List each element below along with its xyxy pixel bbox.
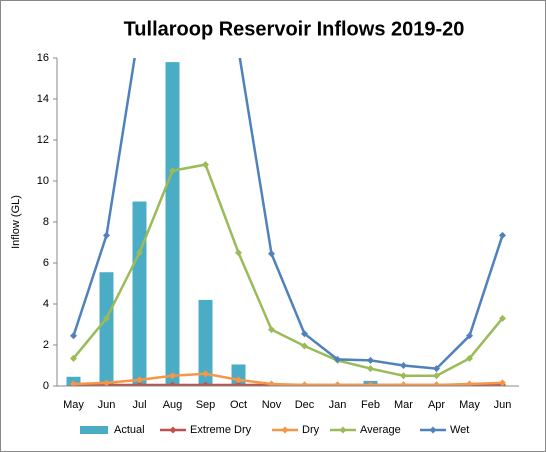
marker	[136, 376, 143, 384]
marker	[433, 365, 440, 373]
marker	[268, 250, 275, 258]
x-tick-label: Jun	[98, 399, 116, 411]
marker	[301, 342, 308, 350]
marker	[202, 370, 209, 378]
legend-marker	[281, 426, 289, 434]
y-tick-label: 8	[43, 216, 49, 228]
marker	[103, 379, 110, 386]
marker	[202, 381, 209, 386]
x-tick-label: Jan	[329, 399, 347, 411]
y-tick-label: 4	[43, 298, 49, 310]
series-line	[72, 58, 504, 370]
y-tick-label: 12	[37, 134, 49, 146]
x-tick-label: Mar	[394, 399, 413, 411]
marker	[301, 381, 308, 386]
y-tick-label: 2	[43, 339, 49, 351]
marker	[136, 381, 143, 386]
marker	[367, 381, 374, 386]
x-tick-label: May	[63, 399, 84, 411]
marker	[400, 362, 407, 369]
marker	[268, 326, 275, 334]
marker	[103, 314, 110, 322]
x-tick-label: Nov	[262, 399, 282, 411]
marker	[466, 354, 473, 362]
y-tick-label: 14	[37, 93, 49, 105]
marker	[499, 231, 506, 239]
x-tick-label: Oct	[230, 399, 247, 411]
bar	[198, 299, 213, 386]
x-tick-label: Aug	[163, 399, 183, 411]
marker	[334, 381, 341, 386]
legend-label: Extreme Dry	[190, 424, 252, 436]
legend-swatch	[80, 426, 108, 434]
plot-area	[66, 58, 506, 386]
marker	[70, 354, 77, 362]
marker	[466, 332, 473, 340]
x-tick-label: Jul	[132, 399, 146, 411]
marker	[169, 167, 176, 175]
marker	[499, 379, 506, 386]
x-tick-label: Feb	[361, 399, 380, 411]
bar	[132, 201, 147, 386]
marker	[136, 249, 143, 257]
x-tick-label: Dec	[295, 399, 315, 411]
marker	[169, 381, 176, 386]
bar	[99, 272, 114, 386]
marker	[433, 381, 440, 386]
marker	[235, 381, 242, 386]
y-tick-label: 10	[37, 175, 49, 187]
marker	[499, 314, 506, 322]
marker	[400, 372, 407, 380]
marker	[103, 231, 110, 239]
legend-label: Dry	[302, 424, 320, 436]
y-tick-label: 6	[43, 257, 49, 269]
legend-marker	[429, 426, 437, 434]
marker	[301, 330, 308, 338]
marker	[400, 381, 407, 386]
marker	[466, 380, 473, 386]
legend-marker	[339, 426, 347, 434]
legend-label: Actual	[114, 424, 145, 436]
marker	[235, 376, 242, 384]
marker	[367, 365, 374, 373]
chart-title: Tullaroop Reservoir Inflows 2019-20	[124, 18, 465, 40]
series-line	[72, 163, 504, 377]
x-tick-label: Apr	[428, 399, 445, 411]
x-tick-label: May	[459, 399, 480, 411]
series-line	[73, 372, 503, 386]
bar	[165, 62, 180, 386]
marker	[268, 380, 275, 386]
marker	[367, 356, 374, 364]
marker	[70, 380, 77, 386]
marker	[433, 372, 440, 380]
x-tick-label: Jun	[494, 399, 512, 411]
y-tick-label: 0	[43, 380, 49, 392]
y-tick-label: 16	[37, 52, 49, 64]
marker	[169, 372, 176, 380]
y-axis-label: Inflow (GL)	[10, 195, 22, 249]
legend-marker	[169, 426, 177, 434]
x-tick-label: Sep	[196, 399, 216, 411]
marker	[334, 355, 341, 363]
legend-label: Average	[360, 424, 401, 436]
legend-label: Wet	[450, 424, 469, 436]
marker	[70, 332, 77, 340]
marker	[235, 249, 242, 257]
marker	[202, 161, 209, 169]
